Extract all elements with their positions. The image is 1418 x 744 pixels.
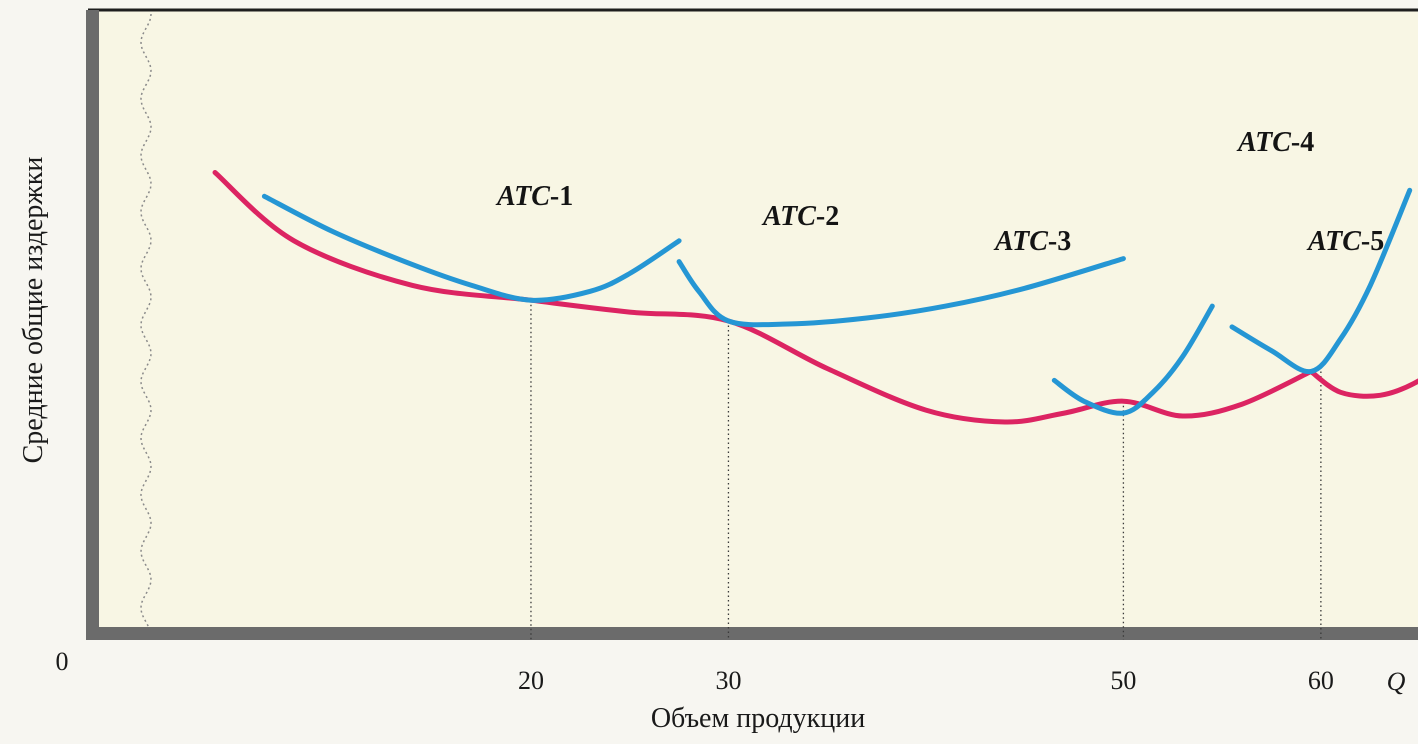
y-axis-bar bbox=[86, 10, 99, 640]
label-atc-2: ATC-2 bbox=[761, 201, 839, 232]
x-tick-50: 50 bbox=[1110, 666, 1136, 695]
label-atc-5: ATC-5 bbox=[1306, 226, 1384, 257]
origin-label: 0 bbox=[56, 647, 69, 676]
y-axis-title: Средние общие издержки bbox=[18, 157, 49, 464]
curve-atc-3 bbox=[1051, 303, 1215, 416]
x-tick-20: 20 bbox=[518, 666, 544, 695]
curve-atc-1 bbox=[261, 193, 682, 303]
curve-atc-2 bbox=[676, 256, 1126, 328]
x-tick-labels: 20 30 50 60 bbox=[518, 666, 1334, 695]
tangency-guide-lines bbox=[530, 300, 1322, 640]
x-end-label: Q bbox=[1387, 667, 1406, 696]
x-tick-60: 60 bbox=[1308, 666, 1334, 695]
x-tick-30: 30 bbox=[715, 666, 741, 695]
wavy-edge-decoration bbox=[140, 13, 152, 629]
x-axis-title: Объем продукции bbox=[651, 703, 865, 734]
x-axis-bar bbox=[86, 627, 1418, 640]
curve-atc-5 bbox=[1308, 369, 1418, 399]
label-atc-1: ATC-1 bbox=[495, 181, 573, 212]
curve-lratc bbox=[212, 170, 1314, 425]
label-atc-3: ATC-3 bbox=[993, 226, 1071, 257]
cost-curves bbox=[212, 170, 1418, 425]
label-atc-4: ATC-4 bbox=[1236, 127, 1314, 158]
curve-atc-4 bbox=[1229, 187, 1413, 375]
